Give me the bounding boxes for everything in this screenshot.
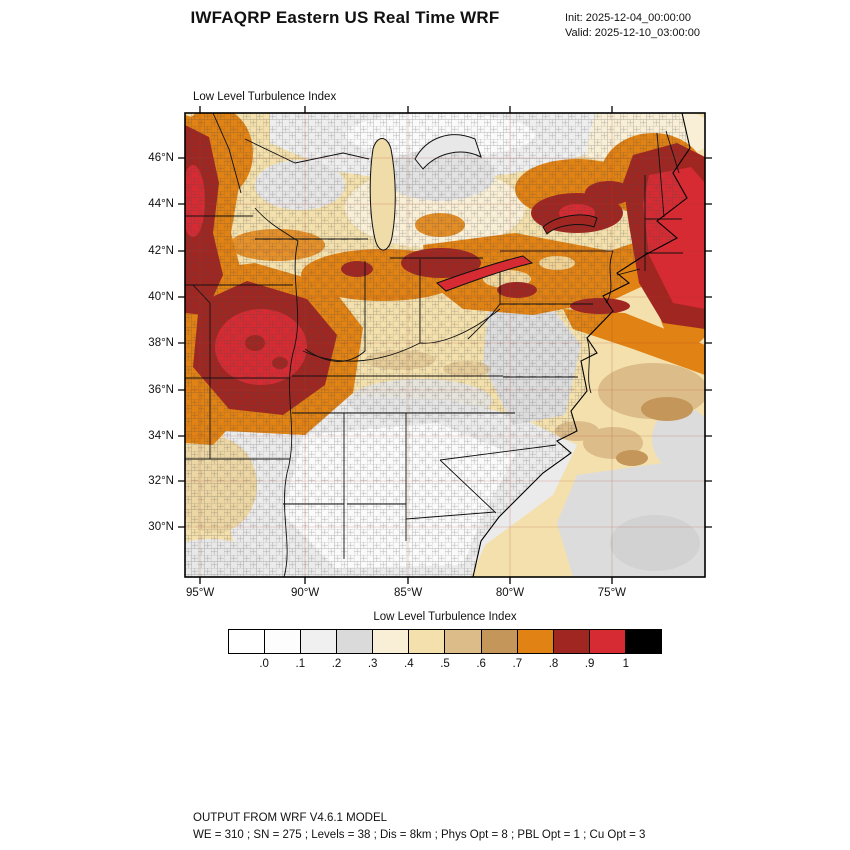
lat-tick-label: 34°N [148, 429, 174, 442]
lon-tick-label: 90°W [290, 587, 320, 599]
legend-color-box [588, 630, 625, 653]
footer: OUTPUT FROM WRF V4.6.1 MODEL WE = 310 ; … [193, 810, 645, 845]
turbulence-map-svg [178, 106, 712, 584]
valid-time: Valid: 2025-12-10_03:00:00 [565, 26, 700, 39]
run-info: Init: 2025-12-04_00:00:00 Valid: 2025-12… [565, 11, 700, 41]
lat-tick-label: 44°N [148, 197, 174, 210]
lat-tick-label: 36°N [148, 384, 174, 396]
legend-color-box [444, 630, 481, 653]
legend-color-box [264, 630, 301, 653]
great-lakes [369, 134, 598, 292]
legend-tick-label: .4 [404, 658, 414, 670]
lat-tick-label: 40°N [148, 291, 174, 304]
lon-tick-label: 75°W [597, 587, 627, 599]
lon-tick-label: 95°W [185, 587, 215, 599]
legend-tick-label: .8 [548, 658, 559, 670]
legend-tick-label: .1 [295, 658, 306, 670]
legend: Low Level Turbulence Index .0 .1 .2 .3 .4 .5.… [228, 611, 662, 673]
legend-color-box [229, 630, 265, 653]
tick-marks [178, 106, 712, 584]
lat-tick-label: 42°N [148, 244, 174, 257]
state-borders [185, 113, 683, 577]
lat-tick-label: 30°N [148, 520, 174, 533]
legend-color-box [516, 630, 553, 653]
coastline [472, 113, 691, 577]
map-container: 46°N 44°N 42°N 40°N 38°N 36°N 34°N 32°N 30°N 95°… [148, 106, 712, 599]
lake-huron [414, 134, 482, 170]
map-frame [184, 112, 706, 578]
legend-color-box [372, 630, 409, 653]
legend-color-box [552, 630, 589, 653]
legend-labels: .0 .1 .2 .3 .4 .5 .6 .7 .8 .9 1 [228, 658, 662, 673]
legend-tick-label: .2 [331, 658, 342, 670]
lake-ontario [542, 214, 598, 235]
lat-tick-label: 38°N [148, 337, 174, 350]
legend-tick-label: .9 [584, 658, 595, 670]
legend-color-box [624, 630, 661, 653]
legend-tick-label: .5 [440, 658, 450, 670]
lat-tick-label: 32°N [148, 474, 174, 487]
legend-tick-label: .3 [367, 658, 378, 670]
legend-color-box [336, 630, 373, 653]
legend-tick-label: 1 [622, 658, 630, 670]
lon-tick-label: 85°W [393, 587, 423, 599]
lake-michigan [369, 138, 396, 251]
lon-tick-label: 80°W [495, 587, 525, 599]
page-title: IWFAQRP Eastern US Real Time WRF [190, 8, 500, 27]
legend-color-box [480, 630, 517, 653]
legend-tick-label: .7 [512, 658, 523, 670]
legend-tick-label: .0 [259, 658, 269, 670]
legend-color-box [408, 630, 445, 653]
lake-erie [436, 255, 534, 292]
legend-bar [228, 629, 662, 654]
lat-tick-label: 46°N [148, 152, 174, 164]
map-title: Low Level Turbulence Index [193, 91, 337, 103]
init-time: Init: 2025-12-04_00:00:00 [565, 12, 691, 24]
legend-title: Low Level Turbulence Index [373, 611, 517, 623]
footer-model-line: OUTPUT FROM WRF V4.6.1 MODEL [193, 812, 388, 824]
footer-config-line: WE = 310 ; SN = 275 ; Levels = 38 ; Dis … [193, 829, 646, 842]
legend-tick-label: .6 [476, 658, 486, 670]
graticule [185, 113, 705, 577]
legend-color-box [300, 630, 337, 653]
